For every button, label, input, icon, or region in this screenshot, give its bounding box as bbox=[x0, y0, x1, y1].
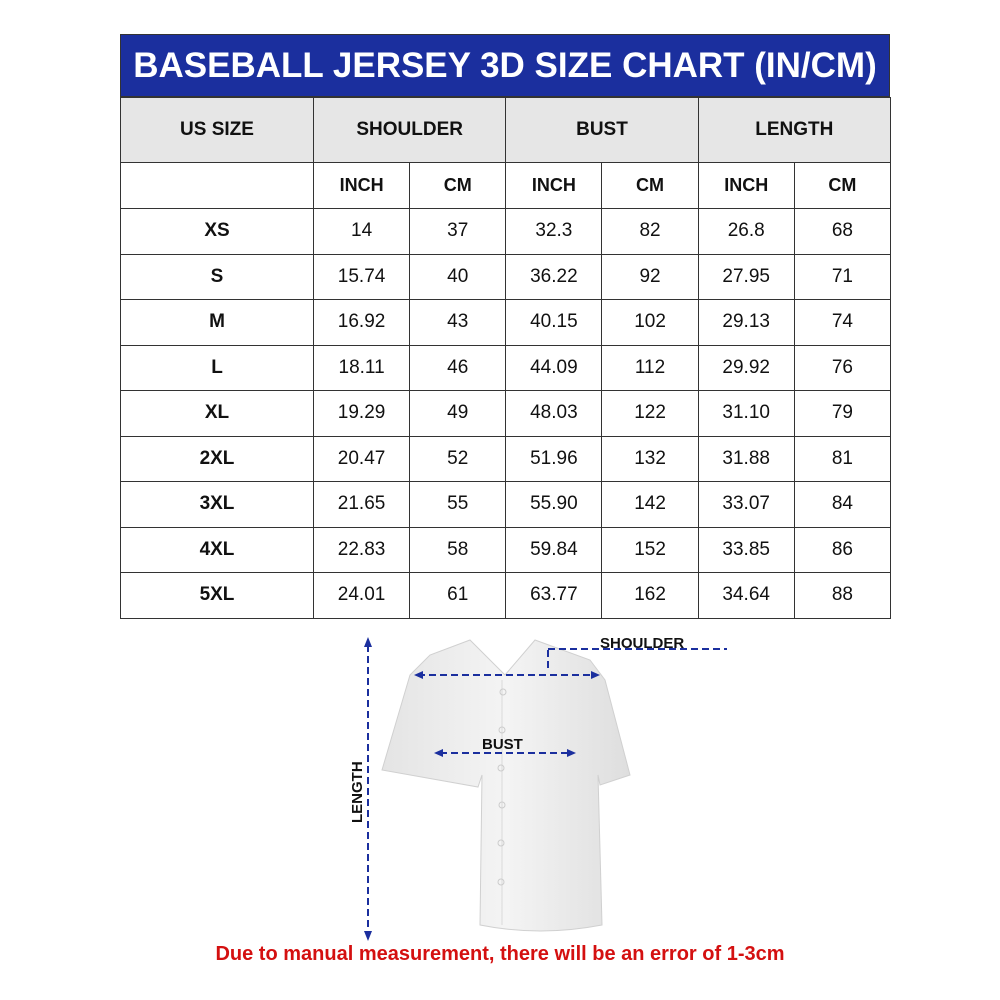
chart-title: BASEBALL JERSEY 3D SIZE CHART (IN/CM) bbox=[120, 34, 890, 97]
measurement-note: Due to manual measurement, there will be… bbox=[215, 943, 785, 965]
size-row: XS 14 37 32.3 82 26.8 68 bbox=[120, 208, 892, 255]
measurement-cell: 27.95 bbox=[697, 253, 795, 300]
measurement-cell: 31.88 bbox=[697, 435, 795, 482]
measurement-cell: 46 bbox=[409, 344, 507, 391]
bust-label: BUST bbox=[482, 736, 523, 753]
header-us-size: US SIZE bbox=[120, 97, 314, 163]
size-cell: S bbox=[120, 253, 314, 300]
size-row: XL 19.29 49 48.03 122 31.10 79 bbox=[120, 390, 892, 437]
size-cell: L bbox=[120, 344, 314, 391]
measurement-cell: 29.13 bbox=[697, 299, 795, 346]
shoulder-label: SHOULDER bbox=[600, 635, 684, 652]
size-cell: 2XL bbox=[120, 435, 314, 482]
size-row: S 15.74 40 36.22 92 27.95 71 bbox=[120, 253, 892, 300]
measurement-cell: 22.83 bbox=[312, 526, 411, 573]
unit-cell: INCH bbox=[505, 162, 603, 209]
measurement-cell: 81 bbox=[793, 435, 892, 482]
measurement-cell: 44.09 bbox=[505, 344, 603, 391]
measurement-cell: 16.92 bbox=[312, 299, 411, 346]
measurement-cell: 88 bbox=[793, 572, 892, 619]
measurement-cell: 112 bbox=[601, 344, 699, 391]
measurement-cell: 152 bbox=[601, 526, 699, 573]
measurement-cell: 20.47 bbox=[312, 435, 411, 482]
size-row: 5XL 24.01 61 63.77 162 34.64 88 bbox=[120, 572, 892, 619]
measurement-cell: 102 bbox=[601, 299, 699, 346]
measurement-cell: 33.85 bbox=[697, 526, 795, 573]
measurement-cell: 122 bbox=[601, 390, 699, 437]
measurement-cell: 40.15 bbox=[505, 299, 603, 346]
measurement-cell: 142 bbox=[601, 481, 699, 528]
size-cell: 4XL bbox=[120, 526, 314, 573]
measurement-cell: 55.90 bbox=[505, 481, 603, 528]
measurement-cell: 84 bbox=[793, 481, 892, 528]
size-cell: 3XL bbox=[120, 481, 314, 528]
size-row: L 18.11 46 44.09 112 29.92 76 bbox=[120, 344, 892, 391]
measurement-cell: 19.29 bbox=[312, 390, 411, 437]
measurement-cell: 24.01 bbox=[312, 572, 411, 619]
size-cell: XL bbox=[120, 390, 314, 437]
measurement-cell: 86 bbox=[793, 526, 892, 573]
measurement-cell: 55 bbox=[409, 481, 507, 528]
measurement-cell: 29.92 bbox=[697, 344, 795, 391]
measurement-cell: 33.07 bbox=[697, 481, 795, 528]
measurement-cell: 92 bbox=[601, 253, 699, 300]
unit-row: INCH CM INCH CM INCH CM bbox=[120, 162, 892, 209]
measurement-cell: 76 bbox=[793, 344, 892, 391]
unit-cell: INCH bbox=[312, 162, 411, 209]
length-label: LENGTH bbox=[349, 761, 366, 823]
measurement-cell: 51.96 bbox=[505, 435, 603, 482]
measurement-cell: 63.77 bbox=[505, 572, 603, 619]
header-row: US SIZE SHOULDER BUST LENGTH bbox=[120, 97, 892, 163]
measurement-cell: 79 bbox=[793, 390, 892, 437]
size-cell: M bbox=[120, 299, 314, 346]
size-cell: 5XL bbox=[120, 572, 314, 619]
measurement-cell: 26.8 bbox=[697, 208, 795, 255]
measurement-cell: 162 bbox=[601, 572, 699, 619]
size-row: M 16.92 43 40.15 102 29.13 74 bbox=[120, 299, 892, 346]
measurement-cell: 15.74 bbox=[312, 253, 411, 300]
measurement-cell: 132 bbox=[601, 435, 699, 482]
size-row: 3XL 21.65 55 55.90 142 33.07 84 bbox=[120, 481, 892, 528]
size-row: 2XL 20.47 52 51.96 132 31.88 81 bbox=[120, 435, 892, 482]
measurement-cell: 61 bbox=[409, 572, 507, 619]
measurement-cell: 49 bbox=[409, 390, 507, 437]
measurement-cell: 37 bbox=[409, 208, 507, 255]
measurement-cell: 43 bbox=[409, 299, 507, 346]
unit-empty bbox=[120, 162, 314, 209]
unit-cell: CM bbox=[793, 162, 892, 209]
measurement-cell: 82 bbox=[601, 208, 699, 255]
measurement-cell: 34.64 bbox=[697, 572, 795, 619]
unit-cell: CM bbox=[409, 162, 507, 209]
measurement-cell: 32.3 bbox=[505, 208, 603, 255]
size-table: US SIZE SHOULDER BUST LENGTH INCH CM INC… bbox=[120, 97, 892, 619]
measurement-cell: 40 bbox=[409, 253, 507, 300]
measurement-cell: 48.03 bbox=[505, 390, 603, 437]
jersey-shape bbox=[381, 639, 631, 932]
measurement-cell: 36.22 bbox=[505, 253, 603, 300]
measurement-cell: 52 bbox=[409, 435, 507, 482]
measurement-cell: 21.65 bbox=[312, 481, 411, 528]
measurement-cell: 68 bbox=[793, 208, 892, 255]
measurement-cell: 58 bbox=[409, 526, 507, 573]
jersey-diagram: SHOULDER BUST LENGTH bbox=[349, 635, 727, 941]
unit-cell: INCH bbox=[697, 162, 795, 209]
header-bust: BUST bbox=[505, 97, 699, 163]
measurement-cell: 18.11 bbox=[312, 344, 411, 391]
measurement-cell: 71 bbox=[793, 253, 892, 300]
header-shoulder: SHOULDER bbox=[312, 97, 507, 163]
size-row: 4XL 22.83 58 59.84 152 33.85 86 bbox=[120, 526, 892, 573]
size-cell: XS bbox=[120, 208, 314, 255]
unit-cell: CM bbox=[601, 162, 699, 209]
measurement-cell: 74 bbox=[793, 299, 892, 346]
header-length: LENGTH bbox=[697, 97, 892, 163]
measurement-cell: 31.10 bbox=[697, 390, 795, 437]
measurement-cell: 14 bbox=[312, 208, 411, 255]
measurement-cell: 59.84 bbox=[505, 526, 603, 573]
